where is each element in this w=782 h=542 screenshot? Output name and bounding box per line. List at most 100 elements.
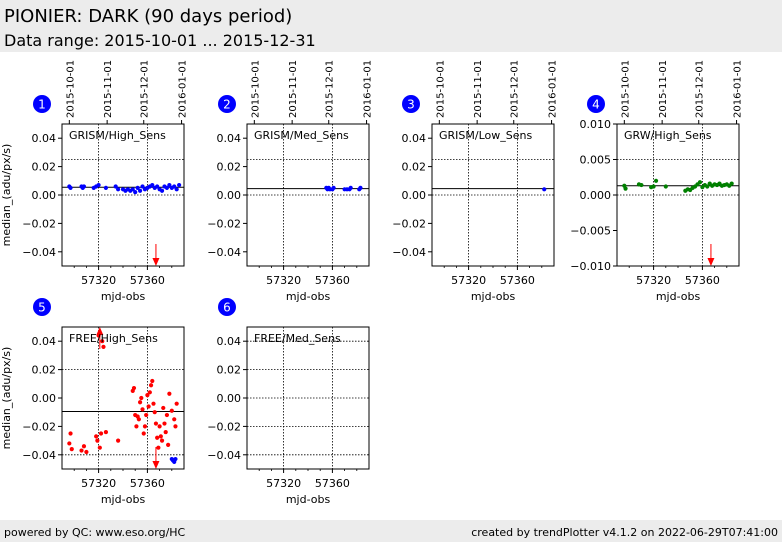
y-axis-label: median_(adu/px/s) xyxy=(0,347,13,450)
data-point xyxy=(156,445,161,450)
out-of-range-arrow-head xyxy=(152,461,160,469)
out-of-range-arrow-head xyxy=(707,258,715,266)
y-tick-label: −0.02 xyxy=(22,217,56,230)
date-tick-label: 2015-10-01 xyxy=(250,60,261,118)
data-point xyxy=(144,412,149,418)
data-point xyxy=(167,182,172,188)
y-tick-label: 0.04 xyxy=(217,335,242,348)
data-point xyxy=(331,185,336,190)
data-point xyxy=(161,405,166,411)
data-point xyxy=(348,185,353,190)
plot-number-label: 1 xyxy=(38,98,46,112)
data-point xyxy=(177,182,182,188)
data-point xyxy=(173,456,178,462)
data-point xyxy=(542,187,547,192)
panel-label: GRISM/Low_Sens xyxy=(439,129,532,142)
data-point xyxy=(84,449,89,455)
data-point xyxy=(169,408,174,413)
data-point xyxy=(81,444,87,449)
date-tick-label: 2016-01-01 xyxy=(178,60,189,118)
x-tick-label: 57360 xyxy=(500,274,535,287)
data-point xyxy=(729,181,734,186)
x-tick-label: 57320 xyxy=(81,274,116,287)
plot-number-badge xyxy=(587,95,605,113)
out-of-range-arrow-head xyxy=(152,258,160,266)
data-point xyxy=(140,407,145,412)
data-point xyxy=(705,184,710,189)
date-tick-label: 2015-10-01 xyxy=(620,60,631,118)
y-tick-label: −0.02 xyxy=(207,217,241,230)
data-point xyxy=(164,185,170,190)
data-point xyxy=(103,429,109,435)
page-header: PIONIER: DARK (90 days period) Data rang… xyxy=(0,0,782,52)
y-tick-label: 0.02 xyxy=(32,364,57,377)
plot-number-label: 2 xyxy=(223,98,231,112)
y-tick-label: 0.02 xyxy=(402,161,427,174)
y-tick-label: 0.04 xyxy=(32,335,57,348)
y-tick-label: 0.04 xyxy=(32,132,57,145)
date-tick-label: 2016-01-01 xyxy=(548,60,559,118)
x-tick-label: 57320 xyxy=(451,274,486,287)
data-point xyxy=(159,438,165,443)
data-range-subtitle: Data range: 2015-10-01 ... 2015-12-31 xyxy=(4,31,316,50)
plot-frame xyxy=(61,326,185,470)
date-tick-label: 2015-11-01 xyxy=(103,60,114,118)
data-point xyxy=(133,190,138,195)
y-tick-label: −0.02 xyxy=(22,420,56,433)
y-axis-label: median_(adu/px/s) xyxy=(0,144,13,247)
out-of-range-arrow-head xyxy=(96,327,104,335)
panel-label: GRISM/Med_Sens xyxy=(254,129,349,142)
x-tick-label: 57320 xyxy=(266,477,301,490)
plot-number-label: 6 xyxy=(223,301,231,315)
date-tick-label: 2015-12-01 xyxy=(510,60,521,118)
data-point xyxy=(136,417,141,422)
data-point xyxy=(116,187,121,192)
data-point xyxy=(67,441,72,446)
date-tick-label: 2015-11-01 xyxy=(473,60,484,118)
plot-number-badge xyxy=(33,298,51,316)
data-point xyxy=(96,182,101,188)
y-tick-label: −0.02 xyxy=(207,420,241,433)
y-tick-label: 0.00 xyxy=(217,189,242,202)
data-point xyxy=(81,184,87,189)
data-point xyxy=(157,424,162,429)
data-point xyxy=(103,185,109,190)
x-tick-label: 57320 xyxy=(81,477,116,490)
data-point xyxy=(174,187,179,192)
data-point xyxy=(145,393,150,398)
date-tick-label: 2015-10-01 xyxy=(435,60,446,118)
data-point xyxy=(140,184,145,189)
data-point xyxy=(116,438,121,443)
x-axis-label: mjd-obs xyxy=(101,493,146,506)
panel-label: GRW/High_Sens xyxy=(624,129,712,142)
data-point xyxy=(101,344,106,349)
x-axis-label: mjd-obs xyxy=(471,290,516,303)
footer-created-by: created by trendPlotter v4.1.2 on 2022-0… xyxy=(471,526,778,539)
data-point xyxy=(147,390,152,395)
data-point xyxy=(97,445,102,450)
y-tick-label: −0.04 xyxy=(392,246,426,259)
data-point xyxy=(172,184,177,189)
data-point xyxy=(135,185,140,190)
data-point xyxy=(153,421,159,426)
data-point xyxy=(174,401,179,406)
plot-number-label: 3 xyxy=(407,98,415,112)
data-point xyxy=(139,395,144,401)
date-tick-label: 2015-12-01 xyxy=(140,60,151,118)
y-tick-label: 0.00 xyxy=(32,189,57,202)
data-point xyxy=(142,424,148,429)
data-point xyxy=(131,385,137,391)
data-point xyxy=(98,431,104,436)
data-point xyxy=(130,187,135,192)
plot-number-label: 5 xyxy=(38,301,46,315)
date-tick-label: 2015-11-01 xyxy=(658,60,669,118)
data-point xyxy=(166,442,171,447)
data-point xyxy=(623,186,628,191)
data-point xyxy=(134,424,139,429)
panel-label: FREE/Med_Sens xyxy=(254,332,341,345)
date-tick-label: 2016-01-01 xyxy=(363,60,374,118)
y-tick-label: 0.02 xyxy=(217,364,242,377)
data-point xyxy=(141,431,146,436)
data-point xyxy=(159,188,165,193)
data-point xyxy=(137,400,143,405)
